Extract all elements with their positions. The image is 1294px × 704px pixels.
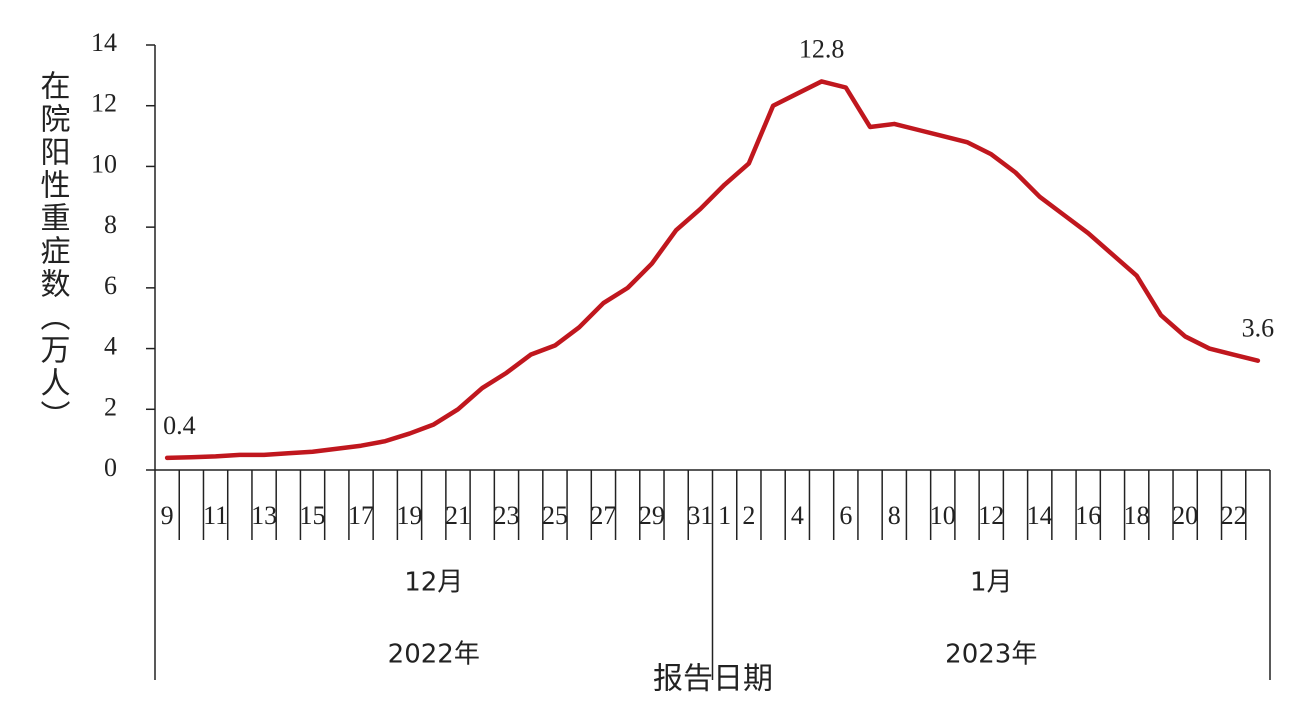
y-tick-label: 0 xyxy=(104,453,117,482)
x-tick-label: 10 xyxy=(930,501,956,530)
x-tick-label: 14 xyxy=(1027,501,1053,530)
y-tick-label: 4 xyxy=(104,332,117,361)
month-label: 1月 xyxy=(970,568,1013,598)
x-tick-label: 15 xyxy=(300,501,326,530)
y-tick-label: 6 xyxy=(104,271,117,300)
x-tick-label: 27 xyxy=(590,501,616,530)
x-tick-label: 25 xyxy=(542,501,568,530)
x-tick-label: 16 xyxy=(1075,501,1101,530)
data-label: 0.4 xyxy=(163,411,196,440)
x-tick-label: 9 xyxy=(161,501,174,530)
x-tick-label: 17 xyxy=(348,501,374,530)
y-tick-label: 14 xyxy=(91,28,117,57)
x-tick-label: 6 xyxy=(839,501,852,530)
month-label: 12月 xyxy=(404,568,463,598)
x-tick-label: 13 xyxy=(251,501,277,530)
x-tick-label: 20 xyxy=(1172,501,1198,530)
x-tick-label: 22 xyxy=(1221,501,1247,530)
x-tick-label: 31 xyxy=(687,501,713,530)
y-tick-label: 10 xyxy=(91,149,117,178)
x-tick-label: 23 xyxy=(493,501,519,530)
x-tick-label: 21 xyxy=(445,501,471,530)
y-tick-label: 2 xyxy=(104,392,117,421)
line-series xyxy=(164,79,1261,461)
y-tick-label: 12 xyxy=(91,89,117,118)
y-tick-label: 8 xyxy=(104,210,117,239)
x-tick-label: 11 xyxy=(203,501,228,530)
x-tick-label: 29 xyxy=(639,501,665,530)
x-tick-label: 8 xyxy=(888,501,901,530)
year-label: 2022年 xyxy=(388,640,480,670)
x-tick-label: 12 xyxy=(978,501,1004,530)
y-axis-title: 在院阳性重症数（万人） xyxy=(35,70,71,433)
data-label: 3.6 xyxy=(1242,314,1275,343)
x-tick-label: 18 xyxy=(1124,501,1150,530)
data-label: 12.8 xyxy=(799,34,845,63)
x-tick-label: 4 xyxy=(791,501,804,530)
year-label: 2023年 xyxy=(945,640,1037,670)
x-tick-label: 2 xyxy=(742,501,755,530)
x-tick-label: 1 xyxy=(718,501,731,530)
x-tick-label: 19 xyxy=(397,501,423,530)
